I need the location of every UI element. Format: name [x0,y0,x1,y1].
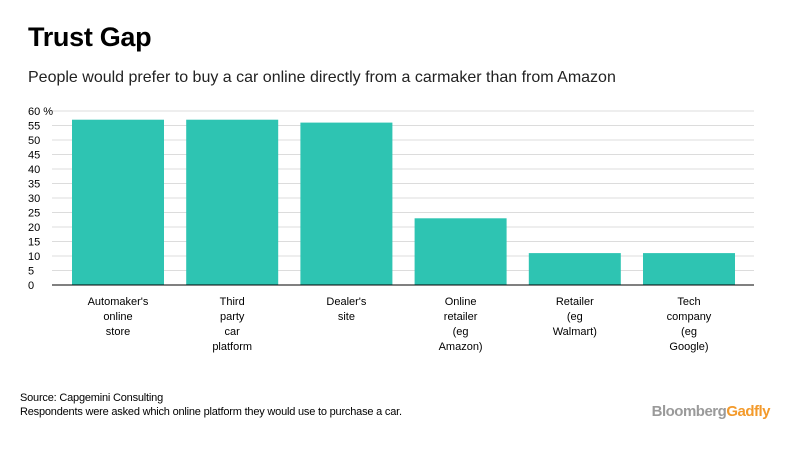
y-tick-label: 45 [28,150,40,162]
y-tick-label: 40 [28,164,40,176]
bar [300,122,393,285]
y-tick-label: 15 [28,237,40,249]
y-tick-label: 30 [28,193,40,205]
brand-bloomberg: Bloomberg [651,403,727,420]
bar [186,119,279,285]
x-tick-label: Automaker's online store [88,296,149,338]
y-tick-label: 20 [28,222,40,234]
bar [414,218,507,285]
x-tick-label: Third party car platform [212,296,252,353]
y-tick-label: 0 [28,280,34,292]
bar [72,119,164,285]
chart-title: Trust Gap [28,22,152,52]
brand-gadfly: Gadfly [726,403,770,420]
y-tick-label: 60 % [28,106,53,118]
y-tick-label: 35 [28,179,40,191]
y-tick-label: 25 [28,208,40,220]
source-note: Source: Capgemini Consulting [20,392,163,404]
bar [643,253,735,285]
x-tick-label: Online retailer (eg Amazon) [439,296,483,353]
y-tick-label: 5 [28,266,34,278]
chart-subtitle: People would prefer to buy a car online … [28,69,616,86]
y-tick-label: 55 [28,121,40,133]
bar [528,253,621,285]
methodology-note: Respondents were asked which online plat… [20,406,402,418]
brand-logo: BloombergGadfly [651,403,771,420]
x-tick-label: Retailer (eg Walmart) [553,296,597,338]
y-tick-label: 50 [28,135,40,147]
x-tick-label: Dealer's site [326,296,367,323]
x-tick-label: Tech company (eg Google) [667,296,712,353]
y-tick-label: 10 [28,251,40,263]
